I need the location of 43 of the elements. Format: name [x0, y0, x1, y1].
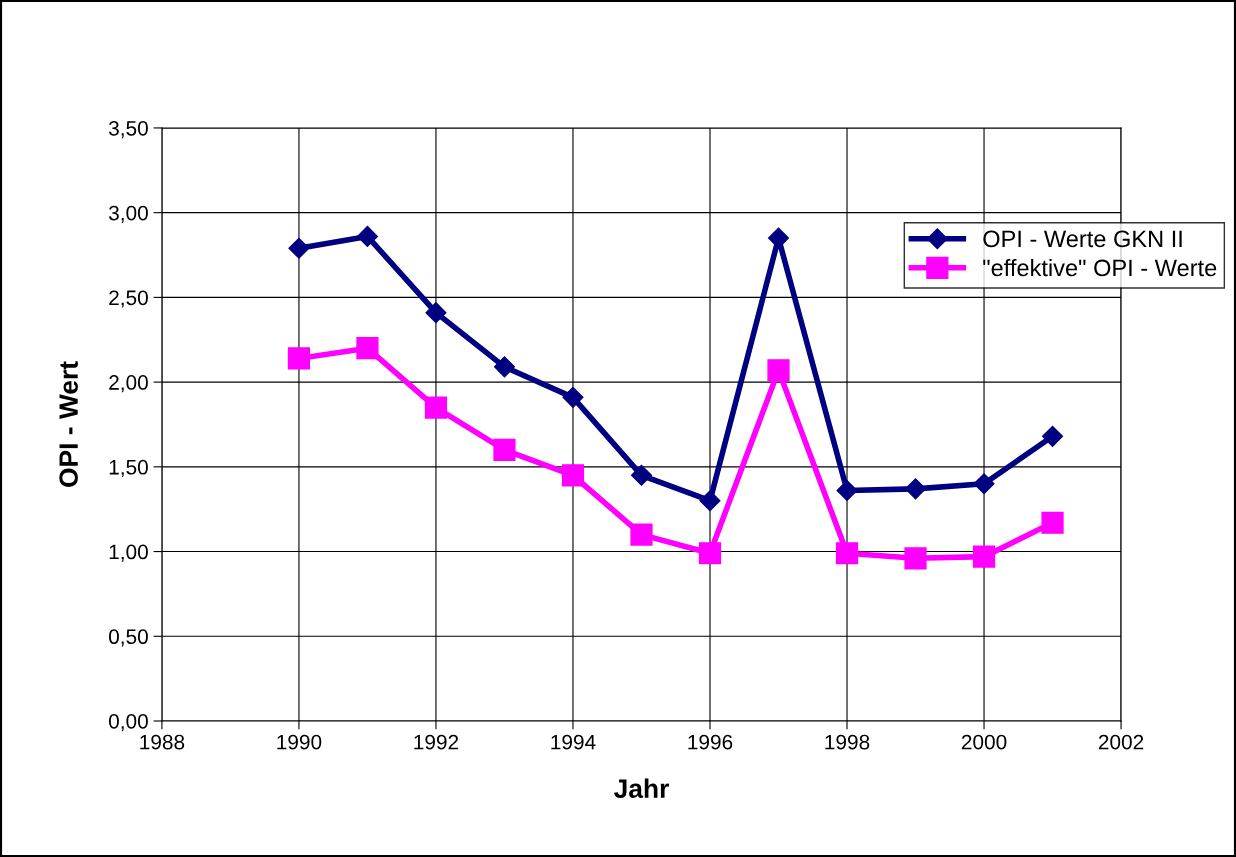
x-tick-label: 1992: [414, 734, 459, 750]
point: [356, 225, 378, 247]
point: [904, 547, 927, 570]
point: [1041, 511, 1064, 534]
y-tick-label: 3,50: [108, 120, 148, 139]
x-tick-label: 2002: [1098, 734, 1144, 750]
point: [699, 490, 721, 512]
point: [562, 386, 584, 408]
x-tick-label: 1990: [277, 734, 322, 750]
point: [972, 545, 996, 568]
y-tick-label: 1,00: [109, 544, 148, 562]
point: [561, 464, 585, 487]
point: [630, 464, 652, 486]
y-tick-label: 3,00: [108, 205, 148, 223]
point: [425, 302, 447, 324]
y-tick-label: 0,50: [108, 629, 148, 647]
y-axis-title: OPI - Wert: [59, 361, 78, 487]
x-tick-label: 1994: [551, 734, 596, 750]
x-tick-label: 1998: [825, 734, 870, 750]
point: [767, 359, 790, 382]
point: [288, 237, 310, 259]
point: [1042, 425, 1064, 447]
point: [493, 356, 515, 378]
point: [698, 542, 722, 565]
y-tick-label: 1,50: [109, 459, 148, 478]
point: [835, 542, 859, 565]
point: [287, 347, 311, 370]
x-tick-label: 1996: [688, 734, 733, 750]
point: [356, 337, 379, 360]
y-tick-label: 0,00: [108, 714, 148, 732]
point: [630, 523, 653, 546]
point: [836, 480, 858, 502]
point: [424, 396, 448, 419]
y-tick-label: 2,50: [109, 290, 148, 308]
y-tick-label: 2,00: [109, 375, 148, 393]
legend-label: OPI - Werte GKN II: [983, 230, 1182, 248]
point: [493, 438, 516, 462]
point: [905, 478, 927, 500]
legend-label: "effektive" OPI - Werte: [983, 258, 1217, 277]
x-tick-label: 2000: [961, 734, 1007, 750]
x-tick-label: 1988: [140, 734, 185, 750]
point: [973, 473, 995, 495]
x-axis-title: Jahr: [614, 778, 669, 798]
